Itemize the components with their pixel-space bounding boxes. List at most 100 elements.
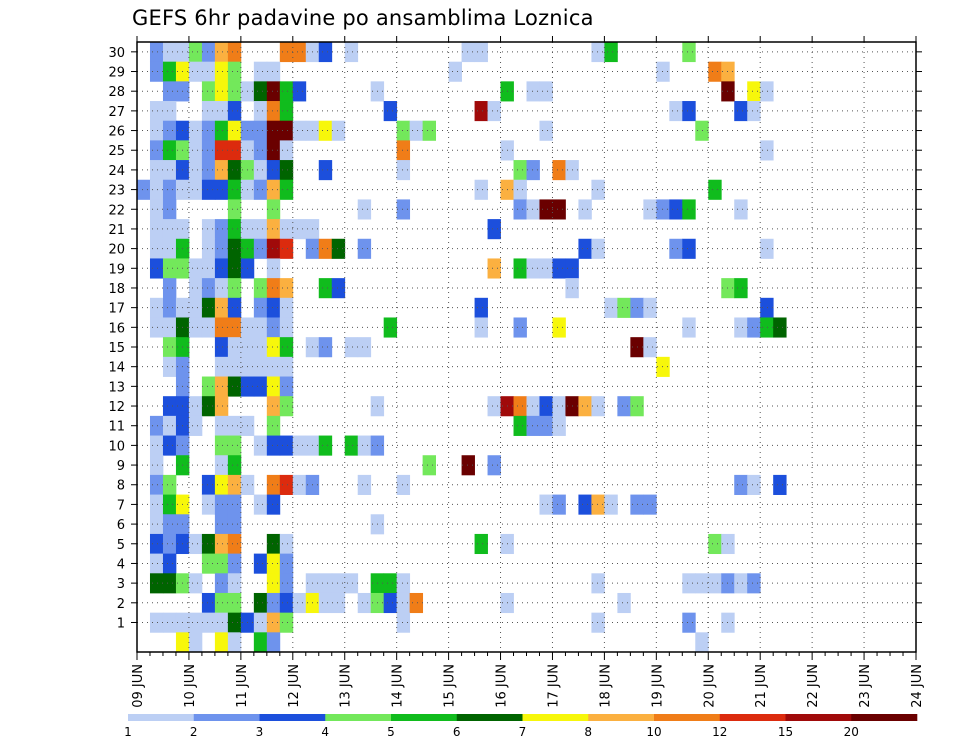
heatmap-cell xyxy=(253,238,268,259)
colorbar-swatch xyxy=(719,714,786,721)
heatmap-cell xyxy=(318,42,333,63)
heatmap-cell xyxy=(773,474,787,495)
heatmap-cell xyxy=(162,573,177,594)
heatmap-cell xyxy=(253,612,268,633)
heatmap-cell xyxy=(227,179,242,200)
heatmap-cell xyxy=(279,376,294,397)
y-tick-label: 29 xyxy=(108,66,125,81)
heatmap-cell xyxy=(344,435,359,456)
heatmap-cell xyxy=(513,396,527,417)
x-tick-label: 23 JUN xyxy=(858,664,873,708)
heatmap-cell xyxy=(279,337,294,358)
heatmap-cell xyxy=(214,514,229,535)
heatmap-cell xyxy=(253,120,268,141)
heatmap-cell xyxy=(396,573,411,594)
heatmap-cell xyxy=(227,474,242,495)
heatmap-cell xyxy=(201,179,216,200)
colorbar-label: 12 xyxy=(712,725,727,739)
heatmap-cell xyxy=(149,317,164,338)
colorbar-swatch xyxy=(325,714,392,721)
heatmap-cell xyxy=(526,258,540,279)
heatmap-cell xyxy=(253,160,268,181)
heatmap-cell xyxy=(227,238,242,259)
heatmap-cell xyxy=(201,297,216,318)
heatmap-cell xyxy=(201,258,216,279)
heatmap-cell xyxy=(357,435,372,456)
y-tick-label: 25 xyxy=(108,144,125,159)
heatmap-cell xyxy=(474,101,488,122)
heatmap-cell xyxy=(357,592,372,614)
y-tick-label: 28 xyxy=(108,85,125,100)
heatmap-cell xyxy=(227,415,242,436)
heatmap-cell xyxy=(149,494,164,515)
heatmap-cell xyxy=(162,337,177,358)
heatmap-cell xyxy=(708,573,722,594)
heatmap-cell xyxy=(279,278,294,299)
heatmap-cell xyxy=(617,592,631,614)
heatmap-cell xyxy=(396,120,411,141)
heatmap-cell xyxy=(214,376,229,397)
heatmap-cell xyxy=(760,317,774,338)
heatmap-cell xyxy=(266,81,281,102)
heatmap-cell xyxy=(474,179,488,200)
heatmap-cell xyxy=(552,199,566,220)
heatmap-cell xyxy=(162,415,177,436)
heatmap-cell xyxy=(279,612,294,633)
heatmap-cell xyxy=(188,61,203,82)
heatmap-cell xyxy=(214,612,229,633)
heatmap-cell xyxy=(552,494,566,515)
heatmap-cell xyxy=(279,101,294,122)
heatmap-cell xyxy=(279,317,294,338)
y-tick-label: 3 xyxy=(117,577,125,592)
heatmap-cell xyxy=(773,317,787,338)
heatmap-cell xyxy=(747,101,761,122)
heatmap-cell xyxy=(188,160,203,181)
heatmap-cell xyxy=(552,396,566,417)
heatmap-cell xyxy=(201,238,216,259)
heatmap-cell xyxy=(396,592,411,614)
heatmap-cell xyxy=(734,474,748,495)
y-tick-label: 11 xyxy=(108,420,125,435)
heatmap-cell xyxy=(474,297,488,318)
heatmap-cell xyxy=(162,42,177,63)
heatmap-cell xyxy=(331,238,346,259)
y-tick-label: 9 xyxy=(117,459,125,474)
heatmap-cell xyxy=(279,219,294,240)
heatmap-cell xyxy=(357,474,372,495)
y-tick-label: 12 xyxy=(108,400,125,415)
heatmap-cell xyxy=(266,317,281,338)
heatmap-cell xyxy=(253,297,268,318)
heatmap-cell xyxy=(396,140,411,161)
y-tick-label: 18 xyxy=(108,282,125,297)
heatmap-cell xyxy=(162,435,177,456)
heatmap-cell xyxy=(266,415,281,436)
heatmap-cell xyxy=(357,199,372,220)
heatmap-cell xyxy=(149,61,164,82)
heatmap-cell xyxy=(162,396,177,417)
heatmap-cell xyxy=(227,632,242,653)
x-tick-label: 12 JUN xyxy=(287,664,302,708)
heatmap-cell xyxy=(578,494,592,515)
x-tick-label: 16 JUN xyxy=(495,664,510,708)
heatmap-cell xyxy=(137,179,151,200)
heatmap-cell xyxy=(331,573,346,594)
heatmap-cell xyxy=(188,258,203,279)
heatmap-cell xyxy=(526,81,540,102)
heatmap-cell xyxy=(253,376,268,397)
heatmap-cell xyxy=(461,455,475,476)
heatmap-cell xyxy=(214,61,229,82)
heatmap-cell xyxy=(552,317,566,338)
heatmap-cell xyxy=(708,179,722,200)
heatmap-cell xyxy=(201,120,216,141)
heatmap-cell xyxy=(526,199,540,220)
heatmap-cell xyxy=(227,553,242,574)
heatmap-cell xyxy=(266,632,281,653)
heatmap-cell xyxy=(253,81,268,102)
x-tick-label: 18 JUN xyxy=(598,664,613,708)
colorbar-swatch xyxy=(522,714,589,721)
heatmap-cell xyxy=(591,396,605,417)
heatmap-cell xyxy=(162,238,177,259)
heatmap-cell xyxy=(474,533,488,555)
heatmap-cell xyxy=(188,317,203,338)
heatmap-cell xyxy=(682,317,696,338)
